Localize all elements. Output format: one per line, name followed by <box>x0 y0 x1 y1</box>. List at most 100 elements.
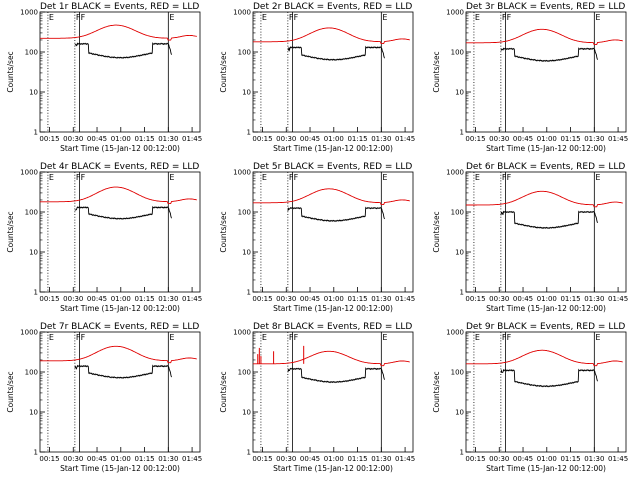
x-tick-label: 01:15 <box>347 295 367 303</box>
x-tick-label: 01:00 <box>324 295 344 303</box>
x-tick-label: 01:45 <box>182 135 202 143</box>
detector-panel: Det 2r BLACK = Events, RED = LLD 1 10 100 10… <box>213 0 426 160</box>
detector-chart: Det 4r BLACK = Events, RED = LLD 1 10 100 10… <box>0 160 213 320</box>
y-tick-label: 1000 <box>446 9 464 17</box>
detector-chart: Det 6r BLACK = Events, RED = LLD11010010… <box>426 160 639 320</box>
series-line-lld <box>253 28 410 44</box>
series-line-lld <box>466 29 623 44</box>
time-marker-label: F <box>81 173 86 182</box>
x-tick-label: 01:15 <box>347 455 367 463</box>
x-tick-label: 00:45 <box>300 135 320 143</box>
series-line-events <box>288 208 385 222</box>
detector-chart: Det 8r BLACK = Events, RED = LLD11010010… <box>213 320 426 480</box>
detector-grid: Det 1r BLACK = Events, RED = LLD 1 10 100 10… <box>0 0 640 480</box>
time-marker-label: E <box>595 173 600 182</box>
time-marker-label: F <box>294 333 299 342</box>
x-tick-label: 01:00 <box>111 295 131 303</box>
time-marker-label: E <box>475 173 480 182</box>
series-line-lld <box>40 187 197 204</box>
y-axis-label: Counts/sec <box>219 211 228 252</box>
x-axis-label: Start Time (15-Jan-12 00:12:00) <box>486 304 606 313</box>
chart-title: Det 4r BLACK = Events, RED = LLD <box>40 162 199 172</box>
time-marker-label: E <box>475 13 480 22</box>
series-line-events <box>288 47 385 60</box>
x-tick-label: 00:15 <box>252 295 272 303</box>
x-tick-label: 00:15 <box>252 455 272 463</box>
detector-panel: Det 8r BLACK = Events, RED = LLD 1 10 100 10… <box>213 320 426 480</box>
x-tick-label: 00:30 <box>63 455 83 463</box>
chart-title: Det 9r BLACK = Events, RED = LLD <box>466 322 625 332</box>
time-marker-label: F <box>81 333 86 342</box>
y-tick-label: 100 <box>238 369 251 377</box>
y-tick-label: 10 <box>455 89 464 97</box>
time-marker-label: E <box>262 333 267 342</box>
detector-chart: Det 3r BLACK = Events, RED = LLD11010010… <box>426 0 639 160</box>
y-tick-label: 1 <box>460 289 464 297</box>
x-axis-label: Start Time (15-Jan-12 00:12:00) <box>273 464 393 473</box>
plot-frame <box>253 172 413 292</box>
y-tick-label: 10 <box>29 249 38 257</box>
y-axis-label: Counts/sec <box>432 371 441 412</box>
x-tick-label: 00:45 <box>87 295 107 303</box>
detector-panel: Det 1r BLACK = Events, RED = LLD 1 10 100 10… <box>0 0 213 160</box>
y-tick-label: 100 <box>238 49 251 57</box>
x-tick-label: 01:45 <box>182 295 202 303</box>
time-marker-label: E <box>262 173 267 182</box>
series-line-events <box>501 48 598 61</box>
y-axis-label: Counts/sec <box>432 211 441 252</box>
y-tick-label: 1 <box>34 289 38 297</box>
y-tick-label: 10 <box>455 409 464 417</box>
y-tick-label: 1000 <box>446 329 464 337</box>
detector-chart: Det 1r BLACK = Events, RED = LLD11010010… <box>0 0 213 160</box>
x-axis-label: Start Time (15-Jan-12 00:12:00) <box>486 144 606 153</box>
x-tick-label: 00:45 <box>87 135 107 143</box>
y-tick-label: 1000 <box>233 169 251 177</box>
y-tick-label: 1 <box>247 289 251 297</box>
chart-title: Det 2r BLACK = Events, RED = LLD <box>253 2 412 12</box>
x-tick-label: 01:45 <box>608 455 628 463</box>
plot-frame <box>40 332 200 452</box>
x-tick-label: 01:15 <box>134 295 154 303</box>
x-tick-label: 01:00 <box>537 135 557 143</box>
x-tick-label: 00:30 <box>489 135 509 143</box>
x-axis-label: Start Time (15-Jan-12 00:12:00) <box>60 144 180 153</box>
time-marker-label: F <box>294 13 299 22</box>
y-tick-label: 100 <box>451 209 464 217</box>
y-tick-label: 1 <box>34 129 38 137</box>
time-marker-label: E <box>49 333 54 342</box>
x-tick-label: 01:30 <box>584 455 604 463</box>
x-tick-label: 00:15 <box>465 455 485 463</box>
y-tick-label: 1 <box>34 449 38 457</box>
series-line-events <box>288 368 385 382</box>
detector-panel: Det 3r BLACK = Events, RED = LLD 1 10 100 10… <box>426 0 639 160</box>
time-marker-label: F <box>294 173 299 182</box>
y-tick-label: 10 <box>455 249 464 257</box>
x-tick-label: 00:45 <box>513 135 533 143</box>
x-axis-label: Start Time (15-Jan-12 00:12:00) <box>273 144 393 153</box>
x-tick-label: 01:30 <box>371 135 391 143</box>
x-tick-label: 01:30 <box>584 135 604 143</box>
x-tick-label: 01:15 <box>560 135 580 143</box>
time-marker-label: F <box>81 13 86 22</box>
y-axis-label: Counts/sec <box>432 51 441 92</box>
chart-title: Det 8r BLACK = Events, RED = LLD <box>253 322 412 332</box>
x-tick-label: 00:30 <box>63 295 83 303</box>
time-marker-label: E <box>169 173 174 182</box>
x-tick-label: 00:30 <box>276 135 296 143</box>
series-line-lld <box>40 25 197 40</box>
y-tick-label: 100 <box>25 49 38 57</box>
x-tick-label: 01:00 <box>111 455 131 463</box>
x-tick-label: 00:15 <box>252 135 272 143</box>
series-line-events <box>75 366 172 379</box>
series-line-events <box>501 370 598 387</box>
time-marker-label: E <box>169 13 174 22</box>
series-line-events <box>501 212 598 229</box>
plot-frame <box>253 332 413 452</box>
y-tick-label: 1000 <box>20 329 38 337</box>
y-axis-label: Counts/sec <box>6 211 15 252</box>
x-tick-label: 01:30 <box>371 455 391 463</box>
y-tick-label: 100 <box>451 49 464 57</box>
detector-chart: Det 5r BLACK = Events, RED = LLD11010010… <box>213 160 426 320</box>
y-tick-label: 1 <box>460 129 464 137</box>
x-tick-label: 00:45 <box>513 295 533 303</box>
